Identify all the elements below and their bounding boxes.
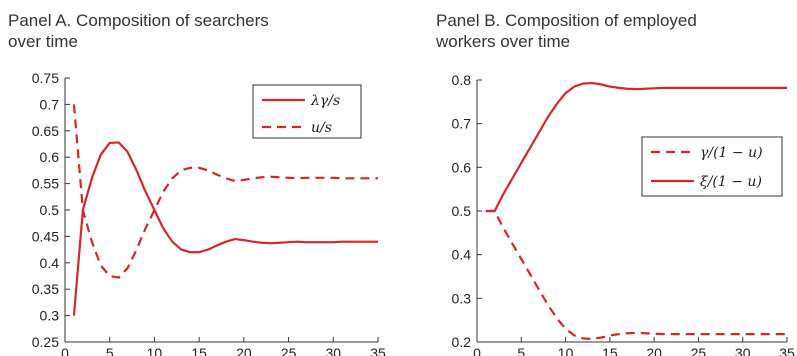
- y-tick-label: 0.65: [32, 123, 59, 139]
- series-line-0: [72, 141, 378, 316]
- y-tick-label: 0.6: [452, 159, 472, 175]
- legend-box: [252, 84, 362, 139]
- x-tick-label: 35: [779, 345, 795, 356]
- y-tick-label: 0.7: [452, 116, 472, 132]
- x-tick-label: 5: [517, 345, 525, 356]
- x-tick-label: 10: [558, 345, 574, 356]
- x-tick-label: 20: [236, 345, 252, 356]
- x-tick-label: 15: [191, 345, 207, 356]
- panel-b-title: Panel B. Composition of employed workers…: [436, 10, 697, 52]
- legend-label: ξ/(1 − u): [700, 174, 762, 190]
- x-tick-label: 25: [691, 345, 707, 356]
- y-tick-label: 0.75: [32, 70, 59, 86]
- y-tick-label: 0.5: [40, 202, 60, 218]
- x-tick-label: 30: [735, 345, 751, 356]
- y-tick-label: 0.25: [32, 334, 59, 350]
- y-tick-label: 0.6: [40, 149, 60, 165]
- panel-a-title-line-2: over time: [8, 32, 78, 51]
- panel-b-title-line-2: workers over time: [436, 32, 571, 51]
- series-line-1: [72, 104, 378, 279]
- legend-label: u/s: [311, 120, 332, 136]
- series-line-0: [485, 209, 787, 341]
- x-tick-label: 35: [370, 345, 386, 356]
- y-tick-label: 0.45: [32, 228, 59, 244]
- x-tick-label: 0: [61, 345, 69, 356]
- panel-b-title-line-1: Panel B. Composition of employed: [436, 11, 697, 30]
- panel-a-title: Panel A. Composition of searchers over t…: [8, 10, 269, 52]
- y-tick-label: 0.4: [452, 247, 472, 263]
- legend: λγ/s u/s: [252, 84, 362, 139]
- x-tick-label: 15: [602, 345, 618, 356]
- y-tick-label: 0.35: [32, 281, 59, 297]
- x-tick-label: 20: [646, 345, 662, 356]
- x-tick-label: 25: [281, 345, 297, 356]
- y-tick-label: 0.2: [452, 334, 472, 350]
- x-tick-label: 30: [325, 345, 341, 356]
- x-tick-label: 10: [147, 345, 163, 356]
- y-tick-label: 0.3: [452, 290, 472, 306]
- legend-box: [641, 136, 783, 197]
- panel-a-title-line-1: Panel A. Composition of searchers: [8, 11, 269, 30]
- y-tick-label: 0.55: [32, 176, 59, 192]
- legend-label: λγ/s: [310, 93, 340, 109]
- y-tick-label: 0.4: [40, 255, 60, 271]
- x-tick-label: 0: [473, 345, 481, 356]
- y-tick-label: 0.5: [452, 203, 472, 219]
- series-line-1: [485, 81, 787, 213]
- y-tick-label: 0.8: [452, 72, 472, 88]
- x-tick-label: 5: [106, 345, 114, 356]
- legend: γ/(1 − u) ξ/(1 − u): [641, 136, 783, 197]
- y-tick-label: 0.7: [40, 96, 60, 112]
- legend-label: γ/(1 − u): [700, 145, 763, 161]
- y-tick-label: 0.3: [40, 308, 60, 324]
